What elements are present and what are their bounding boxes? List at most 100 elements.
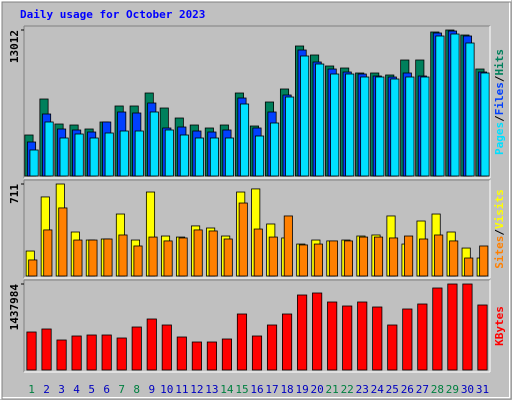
bar — [223, 238, 233, 277]
legend: Sites/Visits — [493, 189, 506, 269]
bar — [103, 238, 113, 277]
x-tick-label: 17 — [265, 383, 278, 396]
bar — [327, 301, 338, 371]
bar — [221, 338, 232, 371]
bar — [163, 240, 173, 277]
bar — [360, 76, 370, 177]
bar — [208, 230, 218, 277]
bar — [375, 76, 385, 177]
bar — [193, 229, 203, 277]
x-tick-label: 11 — [175, 383, 188, 396]
bar — [118, 234, 128, 277]
bar — [330, 73, 340, 177]
bar — [312, 292, 323, 371]
bar — [297, 294, 308, 371]
x-tick-label: 10 — [160, 383, 173, 396]
bar — [194, 137, 204, 177]
bar — [191, 341, 202, 371]
bar — [253, 228, 263, 277]
x-tick-label: 28 — [431, 383, 444, 396]
bar — [86, 334, 97, 371]
x-tick-label: 19 — [295, 383, 308, 396]
x-tick-label: 22 — [341, 383, 354, 396]
bar — [176, 336, 187, 371]
chart-title: Daily usage for October 2023 — [20, 8, 205, 21]
bar — [387, 324, 398, 371]
x-tick-label: 9 — [148, 383, 155, 396]
bar — [149, 111, 159, 177]
legend-entry: Files — [493, 82, 506, 115]
bar — [480, 72, 490, 177]
bar — [161, 324, 172, 371]
legend-separator: / — [493, 115, 506, 122]
bar — [104, 132, 114, 177]
bar — [374, 236, 384, 277]
bar — [465, 42, 475, 177]
bar — [134, 130, 144, 177]
bar — [146, 318, 157, 371]
x-tick-label: 31 — [476, 383, 489, 396]
x-tick-label: 1 — [28, 383, 35, 396]
bar — [59, 137, 69, 177]
bar — [313, 243, 323, 277]
bar — [298, 244, 308, 277]
bar — [266, 324, 278, 371]
bar — [101, 334, 112, 371]
bar — [88, 239, 98, 277]
bar — [251, 335, 263, 371]
bar — [419, 238, 429, 277]
x-tick-label: 23 — [356, 383, 369, 396]
bar — [447, 283, 458, 371]
bar — [270, 122, 280, 177]
bar — [119, 130, 129, 177]
bar — [417, 303, 428, 371]
bar — [74, 133, 84, 177]
bar — [389, 237, 399, 277]
x-tick-label: 15 — [235, 383, 248, 396]
bar — [236, 313, 248, 371]
bar — [148, 236, 158, 277]
bar — [405, 76, 415, 177]
x-tick-label: 18 — [280, 383, 293, 396]
bar — [432, 287, 443, 371]
legend-separator: / — [493, 229, 506, 236]
x-tick-label: 4 — [73, 383, 80, 396]
bar — [89, 137, 99, 177]
bar — [342, 305, 353, 371]
bar — [479, 245, 489, 277]
x-tick-label: 25 — [386, 383, 399, 396]
bar — [239, 103, 250, 177]
bar — [209, 137, 219, 177]
bar — [449, 240, 459, 277]
bar — [41, 328, 52, 371]
bar — [357, 301, 368, 371]
bar — [343, 240, 354, 277]
x-tick-label: 24 — [371, 383, 385, 396]
bar — [71, 335, 82, 371]
bar — [300, 55, 310, 177]
bar — [345, 73, 355, 177]
bar — [26, 331, 37, 371]
legend: Pages/Files/Hits — [493, 49, 506, 155]
bar — [179, 134, 189, 177]
x-tick-label: 27 — [416, 383, 429, 396]
x-tick-label: 14 — [220, 383, 234, 396]
bar — [44, 121, 54, 177]
bar — [58, 207, 68, 277]
legend-entry: Hits — [493, 49, 506, 76]
bar — [315, 63, 325, 177]
bar — [390, 78, 400, 177]
bar — [131, 326, 142, 371]
x-tick-label: 3 — [58, 383, 65, 396]
bar — [462, 283, 473, 371]
bar — [450, 33, 460, 177]
bar — [358, 236, 369, 277]
x-tick-label: 7 — [118, 383, 125, 396]
bar — [285, 96, 295, 177]
bar — [404, 235, 414, 277]
bar — [29, 149, 39, 177]
bar — [402, 308, 413, 371]
x-tick-label: 20 — [311, 383, 324, 396]
